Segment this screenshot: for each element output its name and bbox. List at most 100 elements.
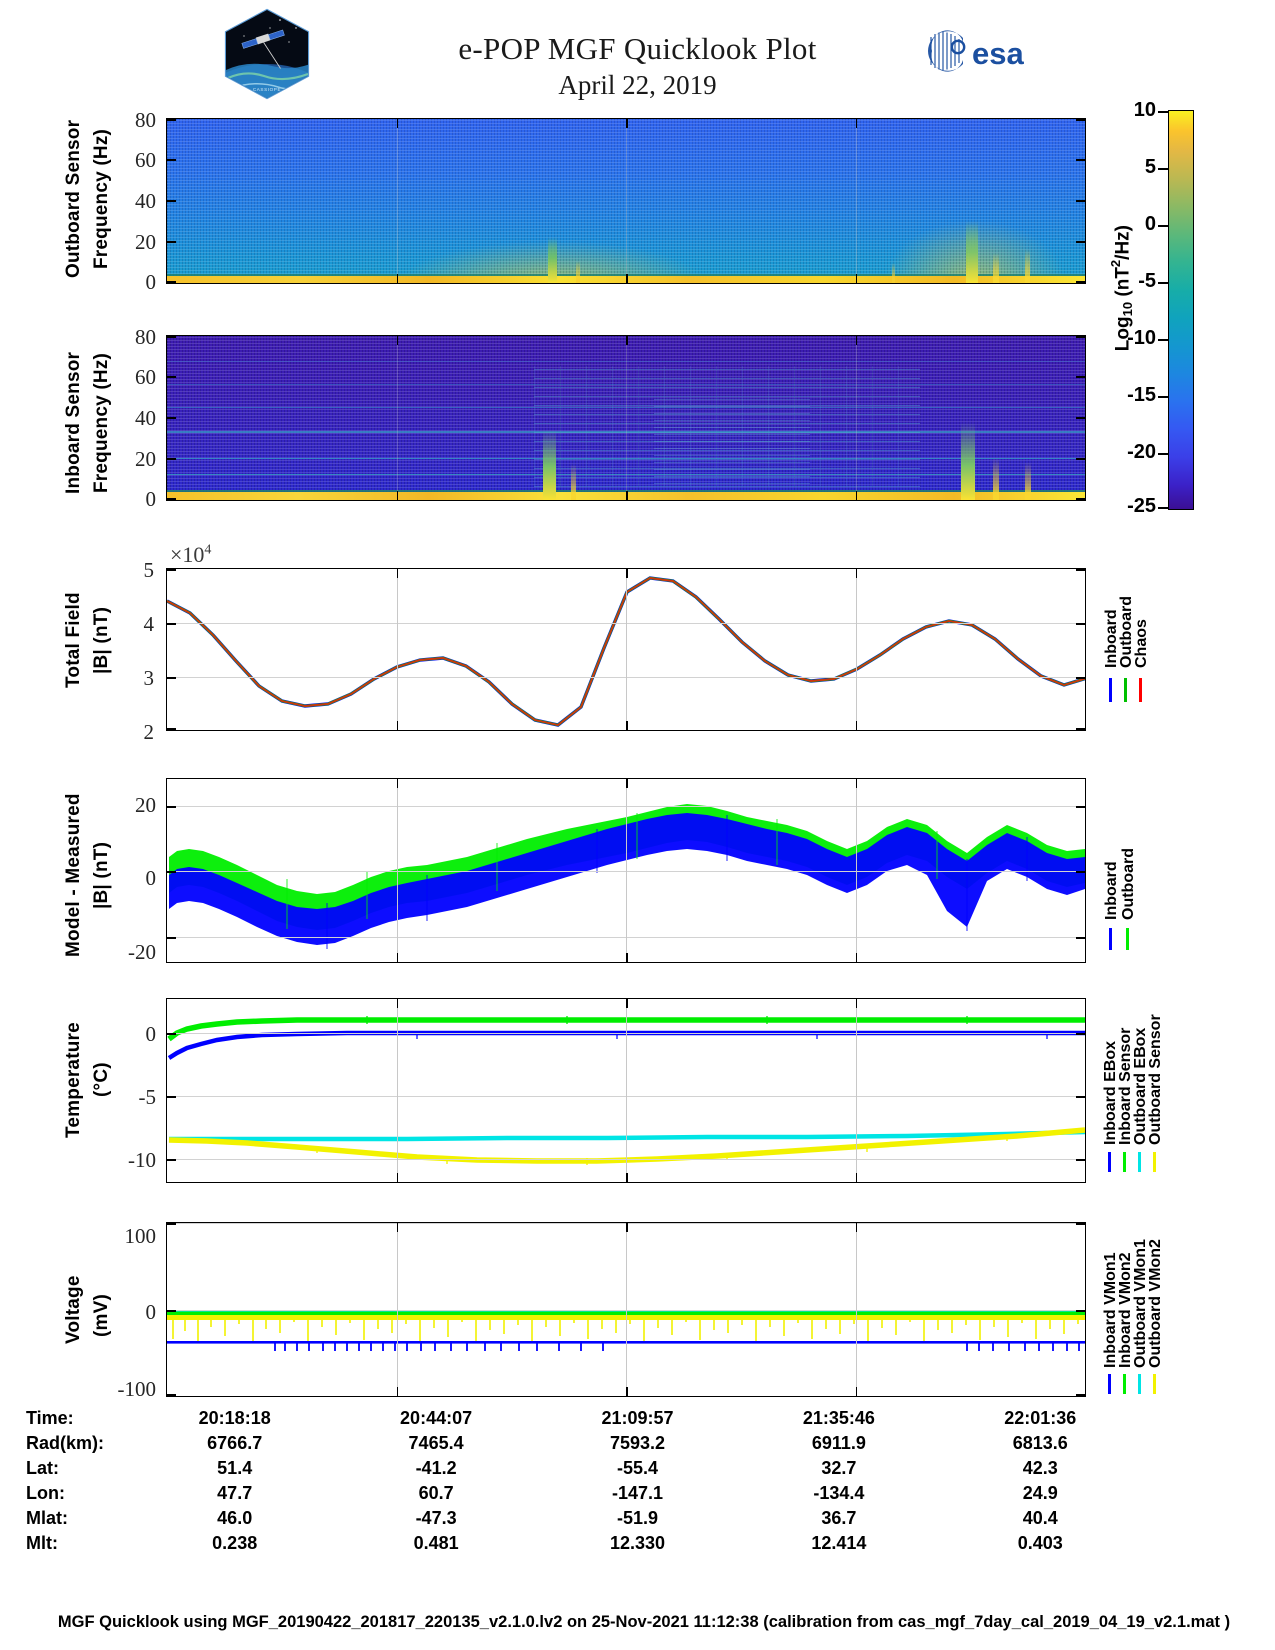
footer-provenance-text: MGF Quicklook using MGF_20190422_201817_… [57,1613,1231,1631]
mlat-col4: 36.7 [821,1508,857,1528]
time-col2: 20:44:07 [400,1408,473,1428]
temperature-ytick-m5: -5 [138,1085,157,1109]
time-col1: 20:18:18 [198,1408,271,1428]
mlat-col3: -51.9 [616,1508,658,1528]
time-col4: 21:35:46 [802,1408,875,1428]
voltage-ytick-0: 0 [145,1300,157,1324]
model-measured-axis-title: Model - Measured [62,775,88,975]
page-header: CASSIOPE esa e-POP MGF Quicklook Plot Ap… [0,0,1275,105]
table-row-time: Time: 20:18:18 20:44:07 21:09:57 21:35:4… [26,1406,1141,1431]
lat-col3: -55.4 [616,1458,658,1478]
page-subtitle: April 22, 2019 [558,70,717,100]
row-label-mlt: Mlt: [26,1533,58,1553]
voltage-swatch-outboard-vmon1 [1138,1374,1141,1394]
model-measured-legend-outboard: Outboard [1120,848,1137,920]
row-label-rad: Rad(km): [26,1433,105,1453]
mlt-col4: 12.414 [811,1533,867,1553]
inboard-ytick-80: 80 [135,325,156,349]
voltage-ytick-100: 100 [124,1224,157,1248]
total-field-plot [167,569,1085,730]
voltage-panel [166,1222,1086,1397]
inboard-ytick-20: 20 [135,447,156,471]
mlt-col2: 0.481 [413,1533,459,1553]
lat-col5: 42.3 [1022,1458,1058,1478]
mlat-col2: -47.3 [415,1508,457,1528]
time-col5: 22:01:36 [1004,1408,1077,1428]
voltage-swatch-inboard-vmon2 [1123,1374,1126,1394]
model-measured-traces [169,804,1085,949]
colorbar-axis-title: Log10 (nT2/Hz) [1108,225,1135,351]
model-measured-ytick-20: 20 [135,793,156,817]
temperature-plot [167,999,1085,1182]
inboard-spectrogram-image [167,336,1085,500]
colorbar-tick-m10: -10 [1127,327,1156,349]
cassiope-mission-patch-icon: CASSIOPE [224,8,310,100]
model-measured-axis-line1: Model - Measured [63,793,84,957]
rad-col3: 7593.2 [609,1433,665,1453]
voltage-legend-outboard-vmon2: Outboard VMon2 [1147,1239,1164,1368]
exponent-base: ×10 [170,542,205,567]
inboard-axis-line1: Inboard Sensor [63,351,84,495]
exponent-power: 4 [204,542,212,558]
lat-col1: 51.4 [217,1458,253,1478]
lon-col4: -134.4 [813,1483,865,1503]
inboard-spectrogram-panel [166,335,1086,501]
temperature-axis-title: Temperature [62,1005,88,1155]
model-measured-ytick-0: 0 [145,866,157,890]
total-field-axis-line1: Total Field [63,592,84,688]
mlt-col1: 0.238 [212,1533,258,1553]
page-title: e-POP MGF Quicklook Plot [458,31,817,66]
total-field-ytick-5: 5 [143,558,155,582]
inboard-ytick-60: 60 [135,365,156,389]
esa-logo-icon: esa [928,30,1024,72]
outboard-axis-line1: Outboard Sensor [63,119,84,279]
colorbar-tick-5: 5 [1144,156,1156,178]
model-measured-ytick-m20: -20 [128,940,156,964]
colorbar-title-prefix: Log [1112,316,1134,352]
colorbar-tick-m25: -25 [1127,495,1156,517]
outboard-ytick-20: 20 [135,230,156,254]
temperature-ytick-0: 0 [145,1022,157,1046]
lat-col2: -41.2 [415,1458,457,1478]
table-row-mlat: Mlat: 46.0 -47.3 -51.9 36.7 40.4 [26,1506,1141,1531]
table-row-lat: Lat: 51.4 -41.2 -55.4 32.7 42.3 [26,1456,1141,1481]
outboard-spectrogram-image [167,119,1085,283]
mlt-col5: 0.403 [1017,1533,1063,1553]
temperature-axis-line1: Temperature [63,1022,84,1138]
row-label-lon: Lon: [26,1483,65,1503]
total-field-swatch-inboard [1109,678,1112,702]
mlt-col3: 12.330 [609,1533,665,1553]
colorbar-gradient [1169,111,1193,509]
temperature-swatch-outboard-sensor [1153,1152,1156,1172]
row-label-time: Time: [26,1408,74,1428]
colorbar-title-unit-sup: 2 [1108,259,1123,268]
outboard-ytick-80: 80 [135,108,156,132]
table-row-rad: Rad(km): 6766.7 7465.4 7593.2 6911.9 681… [26,1431,1141,1456]
colorbar-tick-m20: -20 [1127,441,1156,463]
voltage-swatch-inboard-vmon1 [1108,1374,1111,1394]
model-minus-measured-plot [167,779,1085,962]
total-field-axis-line2: |B| (nT) [91,606,112,674]
total-field-panel [166,568,1086,731]
temperature-legend-outboard-sensor: Outboard Sensor [1147,1014,1164,1145]
total-field-swatch-outboard [1124,678,1127,702]
inboard-ytick-40: 40 [135,406,156,430]
lon-col2: 60.7 [418,1483,454,1503]
outboard-spectrogram-panel [166,118,1086,284]
total-field-ytick-2: 2 [143,720,155,744]
outboard-spectrogram-axis-title: Outboard Sensor [62,110,88,288]
mlat-col1: 46.0 [217,1508,253,1528]
table-row-mlt: Mlt: 0.238 0.481 12.330 12.414 0.403 [26,1531,1141,1556]
ephemeris-table: Time: 20:18:18 20:44:07 21:09:57 21:35:4… [26,1406,1166,1556]
row-label-mlat: Mlat: [26,1508,68,1528]
outboard-ytick-40: 40 [135,189,156,213]
voltage-plot [167,1223,1085,1396]
colorbar-tick-10: 10 [1133,99,1156,121]
voltage-axis-line1: Voltage [63,1275,84,1345]
outboard-ytick-0: 0 [145,270,157,294]
model-measured-swatch-inboard [1109,928,1112,950]
rad-col2: 7465.4 [408,1433,464,1453]
inboard-ytick-0: 0 [145,487,157,511]
total-field-legend-chaos: Chaos [1133,619,1150,668]
lon-col1: 47.7 [217,1483,253,1503]
